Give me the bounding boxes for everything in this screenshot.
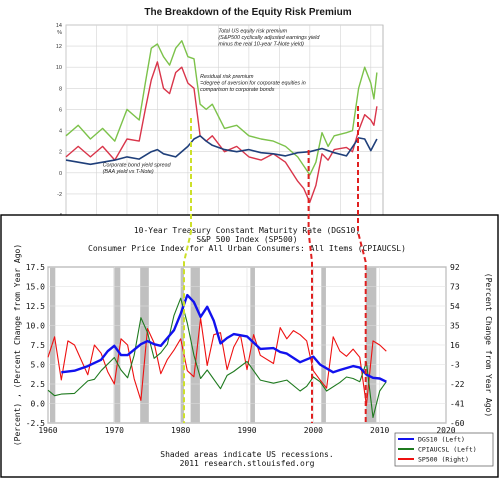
bottom-right-y-tick-label: -41 bbox=[450, 400, 465, 409]
bottom-chart-title-line: 10-Year Treasury Constant Maturity Rate … bbox=[134, 226, 360, 235]
top-chart-title: The Breakdown of the Equity Risk Premium bbox=[144, 7, 351, 18]
top-annotation-text: (S&P500 cyclically adjusted earnings yie… bbox=[218, 35, 320, 41]
bottom-left-y-tick-label: 17.5 bbox=[26, 263, 45, 272]
top-y-tick-label: 12 bbox=[56, 44, 62, 50]
legend-entry-label: SP500 (Right) bbox=[418, 456, 469, 464]
top-annotation-text: (BAA yield vs T-Note) bbox=[103, 169, 154, 175]
bottom-right-y-tick-label: 16 bbox=[450, 341, 460, 350]
bottom-series-line-DGS10 bbox=[61, 293, 387, 383]
top-y-axis-label: % bbox=[57, 30, 62, 36]
legend-entry-label: CPIAUCSL (Left) bbox=[418, 446, 477, 454]
bottom-chart-title-line: S&P 500 Index (SP500) bbox=[196, 235, 297, 244]
bottom-right-y-tick-label: 92 bbox=[450, 263, 460, 272]
top-annotation-text: minus the real 10-year T-Note yield) bbox=[218, 41, 304, 47]
top-y-tick-label: 4 bbox=[59, 129, 62, 135]
bottom-series-line-CPIAUCSL bbox=[47, 297, 387, 419]
top-chart: The Breakdown of the Equity Risk Premium… bbox=[46, 0, 396, 225]
bottom-x-tick-label: 2010 bbox=[370, 426, 389, 435]
top-annotation-text: comparison to corporate bonds bbox=[200, 87, 275, 93]
bottom-x-tick-label: 1970 bbox=[105, 426, 124, 435]
top-y-tick-label: -2 bbox=[57, 192, 62, 198]
bottom-chart-title-line: Consumer Price Index for All Urban Consu… bbox=[88, 244, 406, 253]
bottom-left-y-tick-label: 15.0 bbox=[26, 283, 45, 292]
legend-entry-label: DGS10 (Left) bbox=[418, 436, 465, 444]
top-y-tick-label: 2 bbox=[59, 150, 62, 156]
top-y-tick-label: 10 bbox=[56, 65, 62, 71]
bottom-left-y-tick-label: 7.5 bbox=[31, 341, 46, 350]
bottom-chart: 10-Year Treasury Constant Maturity Rate … bbox=[0, 214, 499, 478]
top-annotation-text: Residual risk premium bbox=[200, 74, 254, 80]
bottom-right-y-tick-label: 54 bbox=[450, 302, 460, 311]
dashed-connector-line bbox=[307, 150, 313, 423]
bottom-right-y-tick-label: -22 bbox=[450, 380, 465, 389]
top-y-tick-label: 14 bbox=[56, 23, 62, 29]
top-y-tick-label: 6 bbox=[59, 107, 62, 113]
top-plot-area bbox=[65, 24, 384, 216]
connector-lines bbox=[183, 106, 367, 423]
bottom-right-y-tick-label: -3 bbox=[450, 361, 460, 370]
bottom-left-y-tick-label: 2.5 bbox=[31, 380, 46, 389]
top-series-line-total bbox=[65, 40, 378, 176]
bottom-left-y-tick-label: 10.0 bbox=[26, 322, 45, 331]
bottom-right-y-axis-label: (Percent Change from Year Ago) bbox=[484, 273, 493, 418]
bottom-x-tick-label: 1980 bbox=[171, 426, 190, 435]
bottom-x-tick-label: 2020 bbox=[436, 426, 455, 435]
bottom-right-y-tick-label: 35 bbox=[450, 322, 460, 331]
top-y-tick-label: 8 bbox=[59, 86, 62, 92]
bottom-chart-footer-line: Shaded areas indicate US recessions. bbox=[160, 450, 333, 459]
top-series-line-residual bbox=[65, 61, 378, 204]
bottom-chart-footer-line: 2011 research.stlouisfed.org bbox=[180, 459, 315, 468]
top-annotation-text: Total US equity risk premium bbox=[218, 28, 287, 34]
bottom-left-y-tick-label: -2.5 bbox=[26, 419, 45, 428]
bottom-x-tick-label: 2000 bbox=[304, 426, 323, 435]
bottom-x-tick-label: 1960 bbox=[38, 426, 57, 435]
bottom-left-y-tick-label: 12.5 bbox=[26, 302, 45, 311]
top-series-line-spread bbox=[65, 135, 378, 166]
top-y-tick-label: 0 bbox=[59, 171, 62, 177]
bottom-left-y-axis-label: (Percent) , (Percent Change from Year Ag… bbox=[13, 244, 22, 446]
bottom-left-y-tick-label: 5.0 bbox=[31, 361, 46, 370]
top-annotation-text: =degree of aversion for corporate equiti… bbox=[200, 80, 306, 86]
bottom-right-y-tick-label: -60 bbox=[450, 419, 465, 428]
top-annotation-text: Corporate bond yield spread bbox=[103, 162, 172, 168]
bottom-right-y-tick-label: 73 bbox=[450, 283, 460, 292]
bottom-left-y-tick-label: 0.0 bbox=[31, 400, 46, 409]
dashed-connector-line bbox=[183, 118, 192, 423]
bottom-x-tick-label: 1990 bbox=[237, 426, 256, 435]
